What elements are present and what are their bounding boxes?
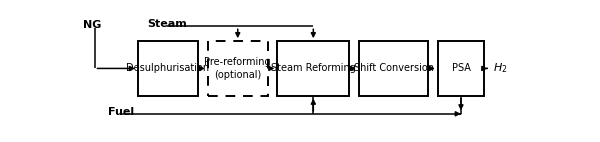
Text: PSA: PSA bbox=[452, 63, 470, 73]
Bar bbox=[438, 41, 484, 96]
Text: $\mathit{H}_2$: $\mathit{H}_2$ bbox=[493, 61, 507, 75]
Text: Desulphurisation: Desulphurisation bbox=[127, 63, 209, 73]
Bar bbox=[208, 41, 268, 96]
Text: NG: NG bbox=[83, 20, 102, 30]
Bar bbox=[277, 41, 349, 96]
Text: Fuel: Fuel bbox=[109, 107, 134, 117]
Text: Shift Conversion: Shift Conversion bbox=[353, 63, 434, 73]
Bar bbox=[359, 41, 428, 96]
Bar bbox=[138, 41, 198, 96]
Text: Steam Reforming: Steam Reforming bbox=[271, 63, 356, 73]
Text: Pre-reforming
(optional): Pre-reforming (optional) bbox=[205, 57, 271, 80]
Text: Steam: Steam bbox=[147, 19, 187, 29]
